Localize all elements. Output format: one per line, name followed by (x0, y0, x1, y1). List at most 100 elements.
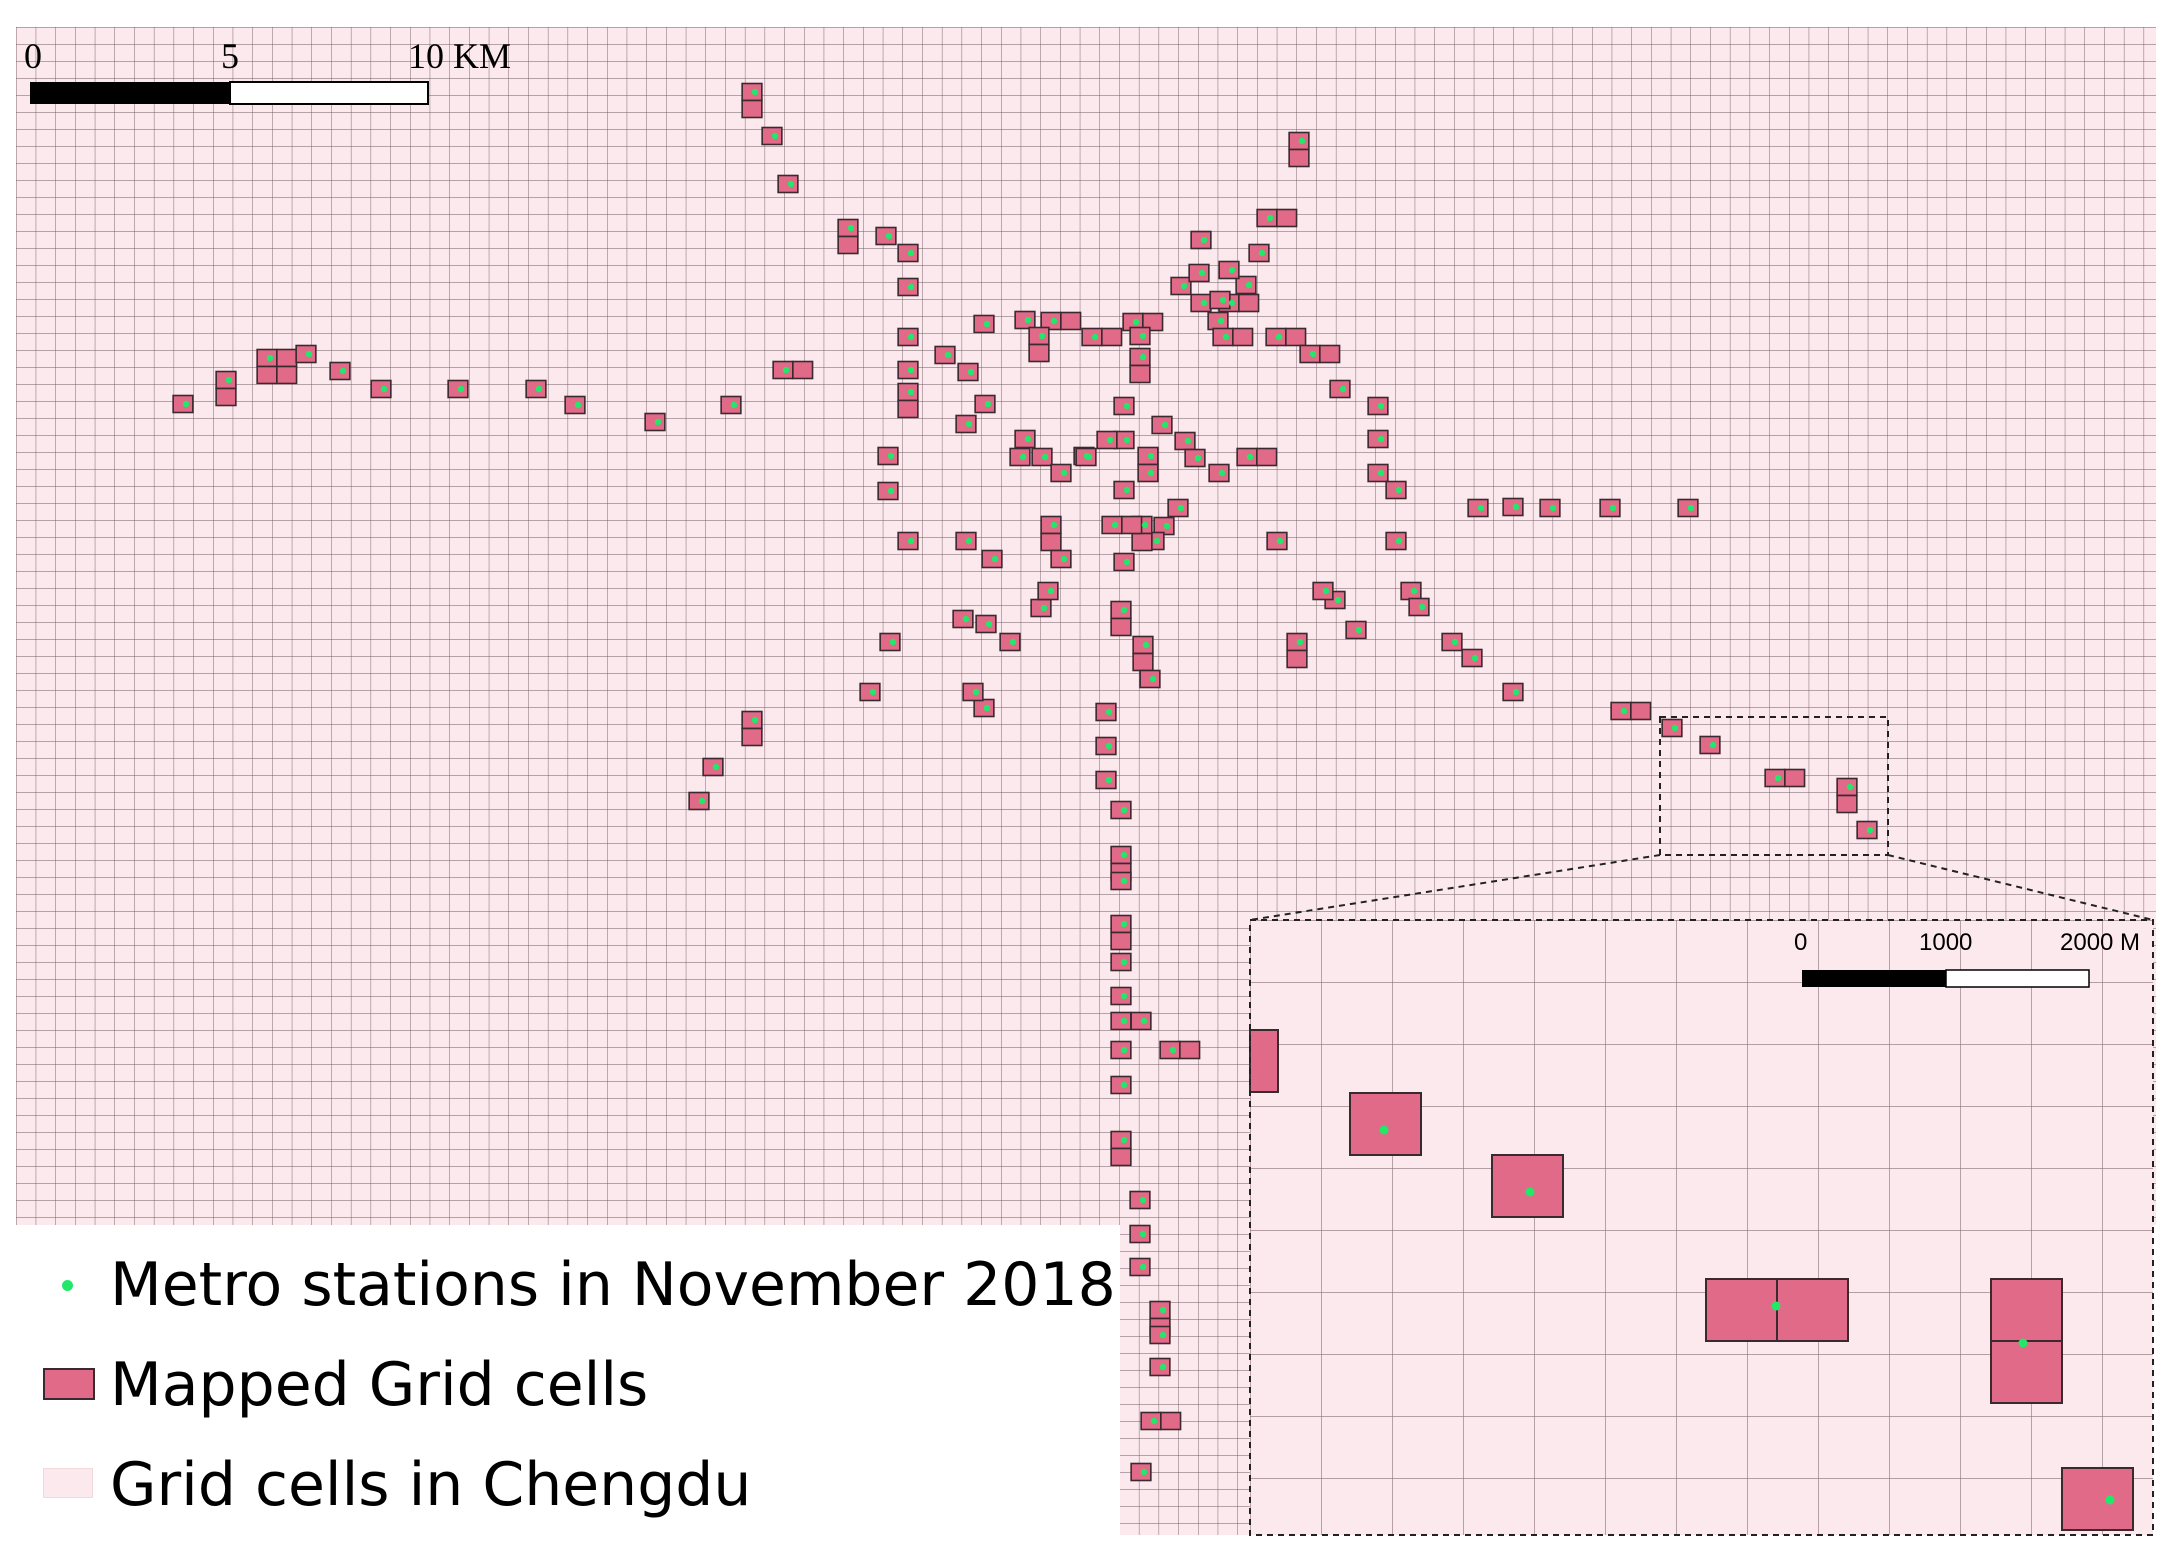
city-grid (16, 27, 2156, 1535)
legend-label-grid-cells: Grid cells in Chengdu (110, 1450, 752, 1520)
metro-station (1866, 826, 1874, 834)
metro-station (339, 367, 347, 375)
metro-station (1140, 1468, 1148, 1476)
grid-cell-symbol (43, 1468, 93, 1498)
legend-item-mapped-cells: Mapped Grid cells (40, 1335, 1100, 1435)
metro-station (1298, 137, 1306, 145)
metro-station (1120, 920, 1128, 928)
metro-station (1139, 1196, 1147, 1204)
metro-station (1671, 724, 1679, 732)
metro-station (1132, 318, 1140, 326)
main-scale-bar: 0 5 10 KM (24, 36, 511, 105)
inset-metro-station (1379, 1125, 1389, 1135)
mapped-grid-cell (1784, 768, 1806, 788)
legend-item-grid-cells: Grid cells in Chengdu (40, 1435, 1100, 1535)
metro-station (965, 537, 973, 545)
inset-scale-label-2000: 2000 M (2060, 929, 2140, 956)
metro-station (1139, 1230, 1147, 1238)
metro-station (1105, 776, 1113, 784)
metro-station (1120, 877, 1128, 885)
mapped-grid-cell (1232, 327, 1254, 347)
metro-station (1322, 587, 1330, 595)
metro-station (1159, 1331, 1167, 1339)
metro-station (1105, 742, 1113, 750)
metro-station (698, 797, 706, 805)
mapped-grid-cell (792, 360, 814, 380)
mapped-grid-cell (1160, 1411, 1182, 1431)
metro-station (1276, 537, 1284, 545)
mapped-grid-cell (1110, 931, 1132, 951)
metro-station (1395, 486, 1403, 494)
inset-mapped-cell (2061, 1467, 2134, 1531)
metro-station (1355, 626, 1363, 634)
metro-station (1047, 587, 1055, 595)
metro-station (907, 537, 915, 545)
metro-station (1451, 638, 1459, 646)
metro-station (1512, 688, 1520, 696)
metro-station (1471, 654, 1479, 662)
metro-station (1060, 555, 1068, 563)
metro-station (1161, 421, 1169, 429)
metro-station (1258, 249, 1266, 257)
metro-station (972, 688, 980, 696)
mapped-grid-cell (1060, 311, 1082, 331)
legend-label-stations: Metro stations in November 2018 (110, 1250, 1116, 1320)
inset-mapped-cell (1249, 1029, 1279, 1093)
metro-station (1377, 469, 1385, 477)
mapped-grid-cell (1285, 327, 1307, 347)
metro-station (1620, 707, 1628, 715)
metro-station (1549, 504, 1557, 512)
mapped-grid-cell (1276, 208, 1298, 228)
metro-station (907, 283, 915, 291)
mapped-grid-cell (1132, 652, 1154, 672)
mapped-grid-cell (897, 399, 919, 419)
metro-station (907, 366, 915, 374)
metro-station (983, 320, 991, 328)
metro-station (1050, 521, 1058, 529)
metro-station (1184, 437, 1192, 445)
metro-station (1198, 269, 1206, 277)
metro-station (380, 385, 388, 393)
metro-station (1085, 453, 1093, 461)
metro-station (1050, 317, 1058, 325)
metro-station (965, 420, 973, 428)
mapped-grid-cell (1238, 293, 1260, 313)
metro-station (1377, 435, 1385, 443)
inset-mapped-cell (1776, 1278, 1849, 1342)
metro-station (1120, 851, 1128, 859)
metro-station (712, 763, 720, 771)
metro-station (305, 350, 313, 358)
metro-station (1609, 504, 1617, 512)
mapped-grid-cell (1319, 344, 1341, 364)
metro-station (751, 716, 759, 724)
metro-station (1139, 332, 1147, 340)
legend-label-mapped-cells: Mapped Grid cells (110, 1350, 649, 1420)
metro-station (1041, 453, 1049, 461)
metro-station (1200, 299, 1208, 307)
metro-station (887, 487, 895, 495)
metro-station (1200, 236, 1208, 244)
metro-station (1309, 350, 1317, 358)
main-scale-label-10: 10 KM (408, 36, 511, 76)
metro-station (1120, 606, 1128, 614)
mapped-grid-cell (741, 727, 763, 747)
metro-station (1687, 504, 1695, 512)
inset-mapped-cell (1990, 1278, 2063, 1342)
metro-station (1846, 783, 1854, 791)
mapped-grid-cell (1256, 447, 1278, 467)
metro-station (535, 385, 543, 393)
mapped-grid-cell (1040, 532, 1062, 552)
inset-scale-bar: 0 1000 2000 M (1794, 929, 2140, 988)
metro-station (1275, 333, 1283, 341)
metro-station (1105, 708, 1113, 716)
mapped-grid-cell (1179, 1040, 1201, 1060)
inset-scale-label-0: 0 (1794, 929, 1807, 956)
station-dot-symbol (62, 1280, 73, 1291)
metro-station (1159, 1306, 1167, 1314)
metro-station (1246, 453, 1254, 461)
metro-station (1334, 596, 1342, 604)
metro-station (1024, 316, 1032, 324)
inset-map-panel: 0 1000 2000 M (1249, 919, 2154, 1536)
mapped-cell-symbol (43, 1368, 95, 1400)
